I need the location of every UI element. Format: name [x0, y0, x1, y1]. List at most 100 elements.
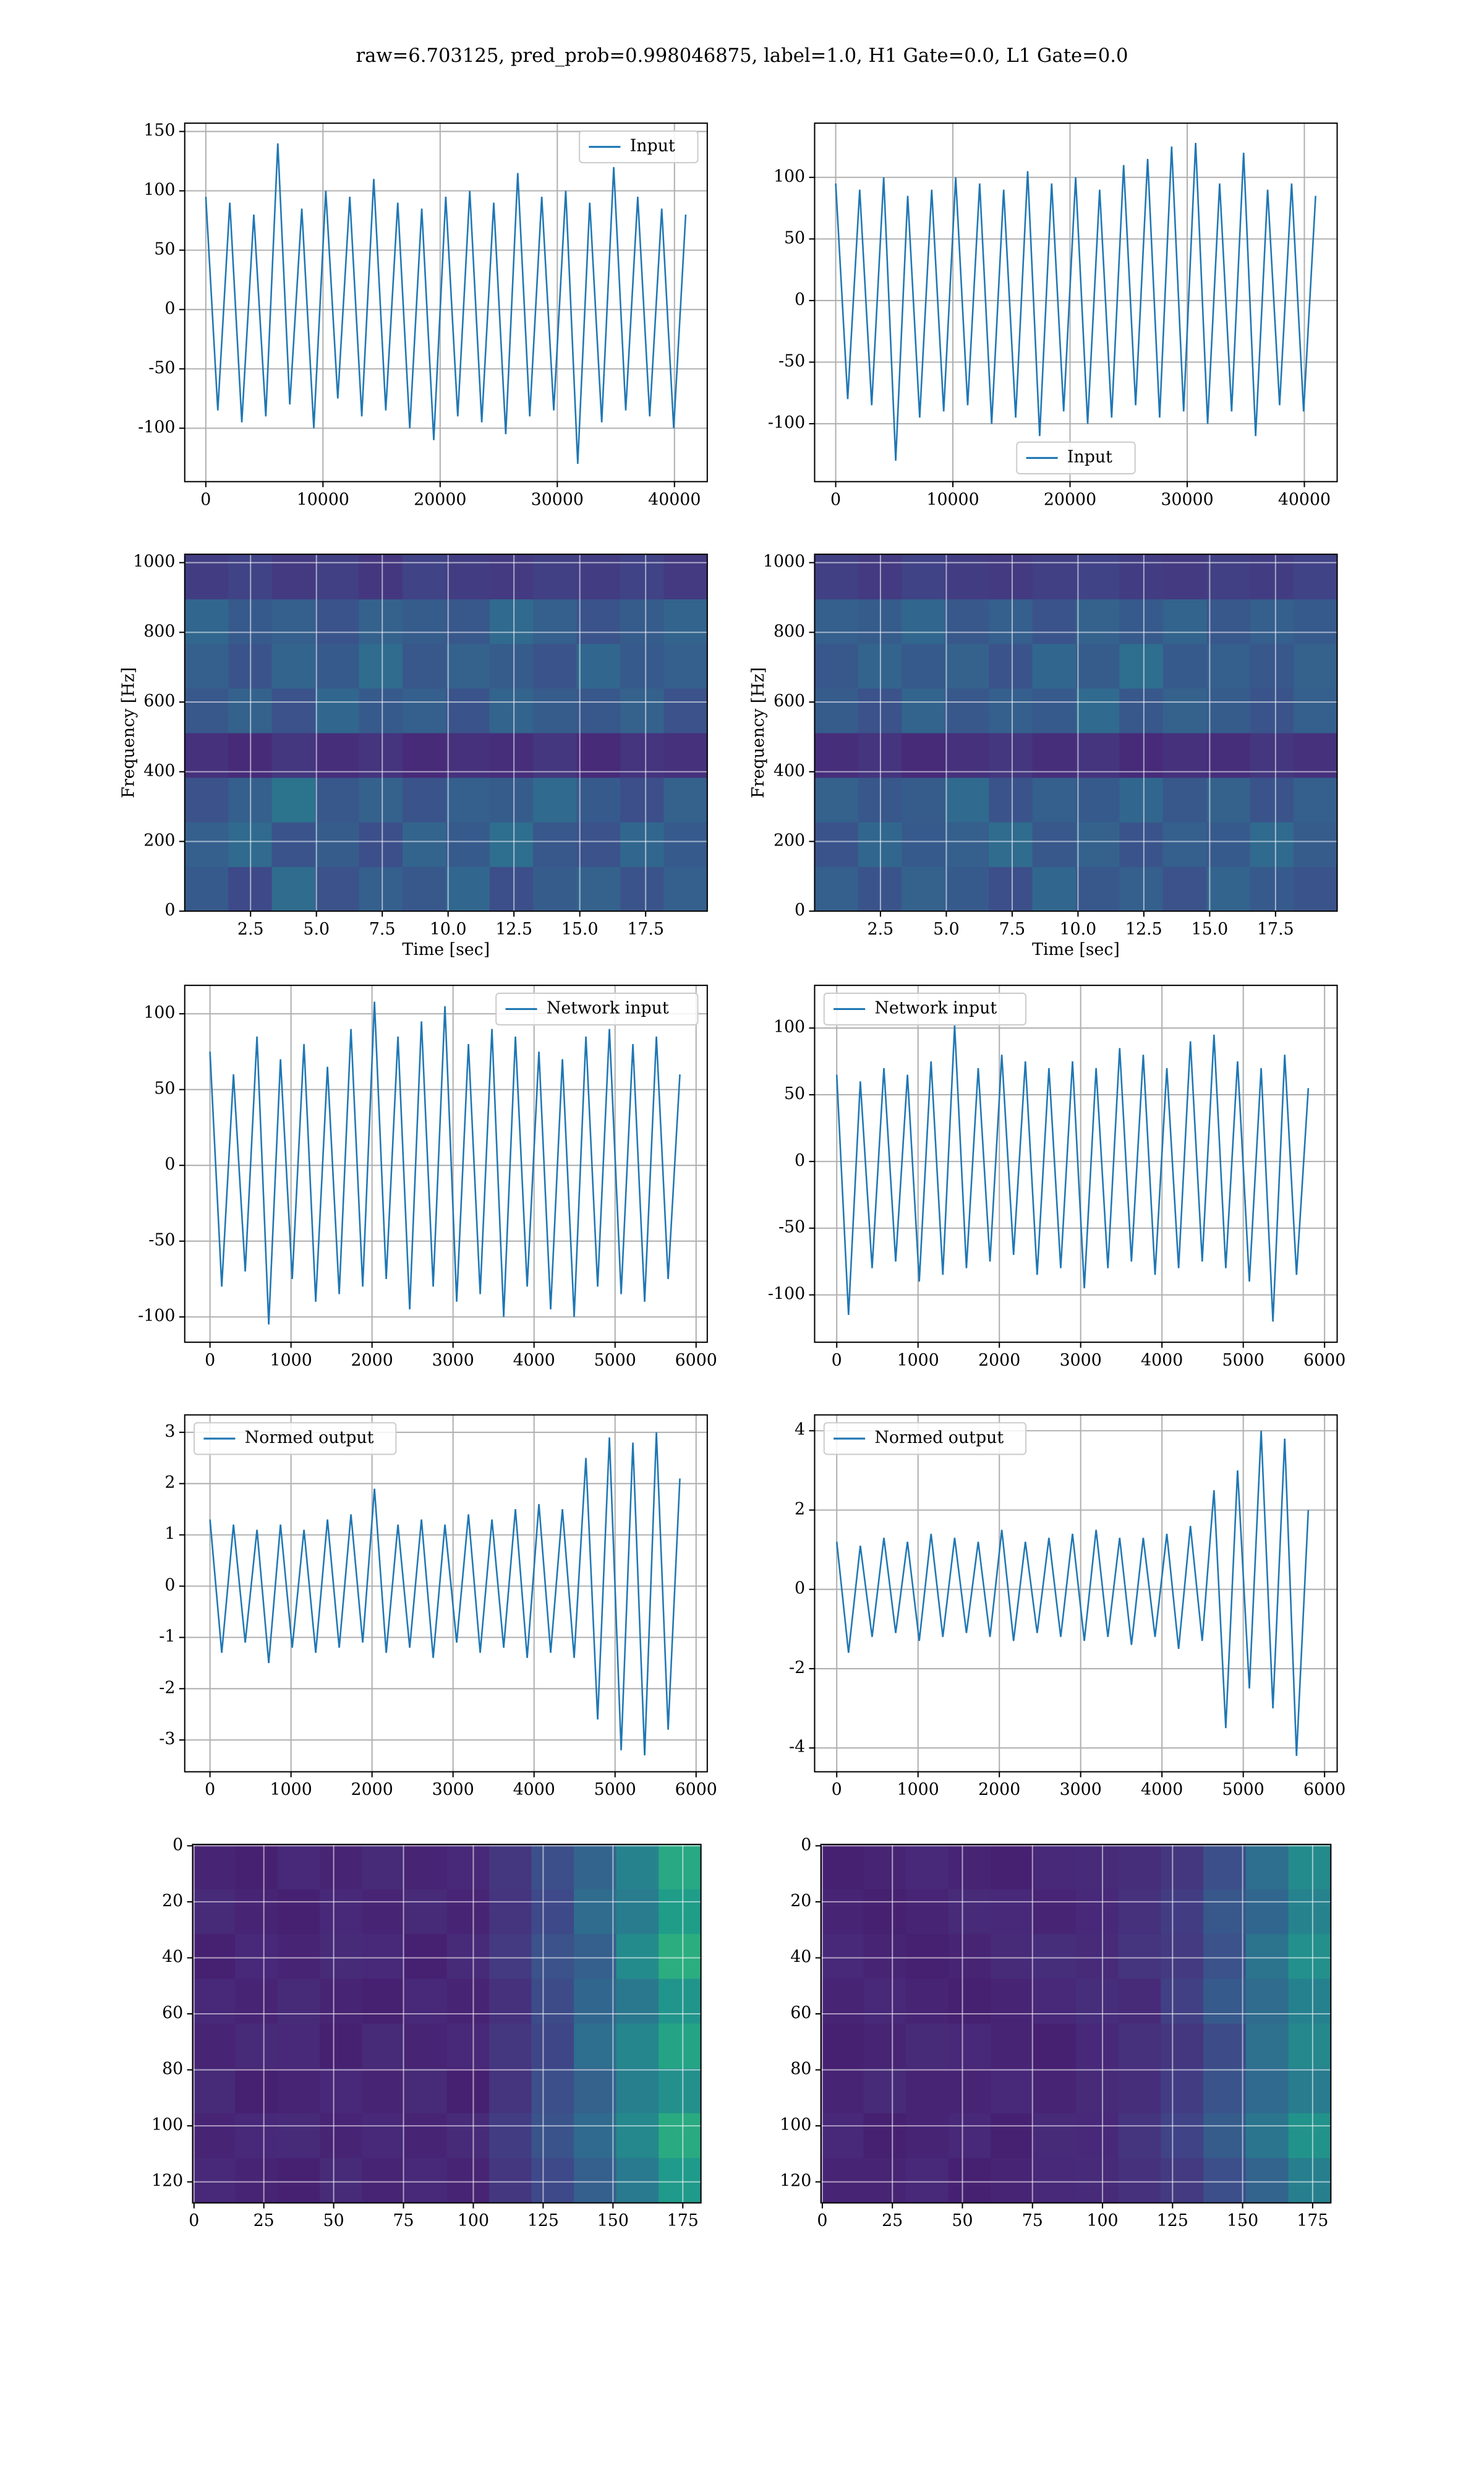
heatmap-cell: [663, 777, 708, 823]
x-tick-label: 50: [952, 2211, 973, 2230]
y-tick-label: -100: [138, 1306, 175, 1325]
x-tick-label: 2000: [978, 1351, 1020, 1370]
x-tick-label: 100: [458, 2211, 489, 2230]
x-tick-label: 3000: [1060, 1351, 1102, 1370]
heatmap-cell: [531, 1933, 574, 1980]
heatmap-cell: [235, 1844, 278, 1890]
heatmap-cell: [271, 599, 316, 644]
heatmap-cell: [902, 732, 946, 778]
heatmap-cell: [814, 643, 859, 689]
x-tick-label: 5000: [1222, 1780, 1264, 1799]
heatmap-cell: [821, 1889, 864, 1935]
heatmap-cell: [533, 821, 578, 867]
heatmap-cell: [1294, 599, 1338, 644]
heatmap-cell: [616, 1844, 659, 1890]
x-tick-label: 100: [1086, 2211, 1118, 2230]
axes-frame: [184, 122, 708, 482]
y-tick-label: 200: [143, 831, 175, 850]
heatmap-cell: [1288, 2113, 1332, 2159]
heatmap-cell: [1075, 821, 1120, 867]
heatmap-cell: [315, 777, 360, 823]
heatmap-cell: [1162, 643, 1208, 689]
heatmap-cell: [616, 2068, 659, 2114]
y-tick-label: -100: [768, 413, 805, 432]
figure-title: raw=6.703125, pred_prob=0.998046875, lab…: [356, 45, 1128, 67]
heatmap-cell: [531, 1844, 574, 1890]
heatmap-cell: [533, 643, 578, 689]
heatmap-cell: [620, 821, 665, 867]
heatmap-cell: [945, 867, 989, 912]
heatmap-cell: [402, 554, 447, 600]
heatmap-cell: [1119, 821, 1164, 867]
panel: 0 25 50 75 100 125 150 175 0 20 40 60 80 100 120: [780, 1835, 1332, 2230]
heatmap-cell: [1075, 732, 1120, 778]
y-tick-label: 80: [790, 2060, 811, 2079]
heatmap-cell: [359, 599, 403, 644]
heatmap-cell: [1033, 2113, 1077, 2159]
heatmap-cell: [1118, 1933, 1162, 1980]
legend-box: [579, 130, 699, 163]
heatmap-cell: [659, 1889, 702, 1935]
x-tick-label: 25: [254, 2211, 275, 2230]
heatmap-cell: [576, 867, 621, 912]
heatmap-cell: [489, 688, 534, 734]
x-tick-label: 17.5: [1257, 920, 1294, 939]
x-tick-label: 1000: [897, 1351, 939, 1370]
heatmap-cell: [821, 2158, 864, 2204]
heatmap-cell: [616, 1933, 659, 1980]
heatmap-cell: [814, 732, 859, 778]
heatmap-cell: [663, 732, 708, 778]
heatmap-cell: [489, 2023, 532, 2070]
heatmap-cell: [404, 1933, 448, 1980]
heatmap-cell: [616, 1889, 659, 1935]
heatmap-cell: [902, 599, 946, 644]
heatmap-cell: [906, 1889, 949, 1935]
x-tick-label: 4000: [513, 1780, 555, 1799]
heatmap-cell: [863, 2113, 906, 2159]
heatmap-cell: [271, 643, 316, 689]
heatmap-cell: [489, 2068, 532, 2114]
heatmap-cell: [362, 2113, 405, 2159]
x-tick-label: 15.0: [561, 920, 599, 939]
heatmap-cell: [533, 599, 578, 644]
x-tick-label: 10.0: [430, 920, 467, 939]
heatmap-cell: [192, 2068, 236, 2114]
heatmap-cell: [863, 1844, 906, 1890]
heatmap-cell: [576, 688, 621, 734]
heatmap-cell: [1075, 2023, 1119, 2070]
y-tick-label: 2: [164, 1473, 175, 1492]
heatmap-cell: [1288, 1889, 1332, 1935]
x-tick-label: 25: [882, 2211, 903, 2230]
heatmap-cell: [446, 777, 490, 823]
y-tick-label: 0: [164, 1155, 175, 1174]
heatmap-cell: [489, 554, 534, 600]
heatmap-cell: [902, 688, 946, 734]
heatmap-cell: [1294, 643, 1338, 689]
series-line: [835, 1431, 1310, 1757]
heatmap-cell: [1245, 1889, 1289, 1935]
heatmap-cell: [277, 2068, 320, 2114]
y-tick-label: 2: [795, 1499, 805, 1518]
heatmap-cell: [945, 554, 989, 600]
heatmap-cell: [574, 2158, 617, 2204]
heatmap-cell: [1206, 732, 1251, 778]
heatmap-cell: [1250, 821, 1294, 867]
heatmap-cell: [659, 2068, 702, 2114]
panel: 0 10000 20000 30000 40000 -100 -50 0 50 100 Input: [768, 122, 1338, 509]
heatmap-cell: [574, 2068, 617, 2114]
axes-frame: [814, 1414, 1338, 1773]
y-tick-label: -50: [148, 358, 175, 377]
panel: 0 1000 2000 3000 4000 5000 6000 -4 -2 0 2 4 Normed o…: [789, 1414, 1345, 1799]
heatmap-cell: [446, 867, 490, 912]
x-tick-label: 5.0: [303, 920, 330, 939]
heatmap-cell: [277, 2158, 320, 2204]
x-tick-label: 5.0: [933, 920, 960, 939]
heatmap-cell: [404, 1979, 448, 2024]
heatmap-cell: [184, 867, 229, 912]
heatmap-cell: [315, 688, 360, 734]
heatmap-cell: [1075, 688, 1120, 734]
heatmap-cell: [945, 821, 989, 867]
heatmap-cell: [1162, 732, 1208, 778]
heatmap-cell: [1118, 2023, 1162, 2070]
